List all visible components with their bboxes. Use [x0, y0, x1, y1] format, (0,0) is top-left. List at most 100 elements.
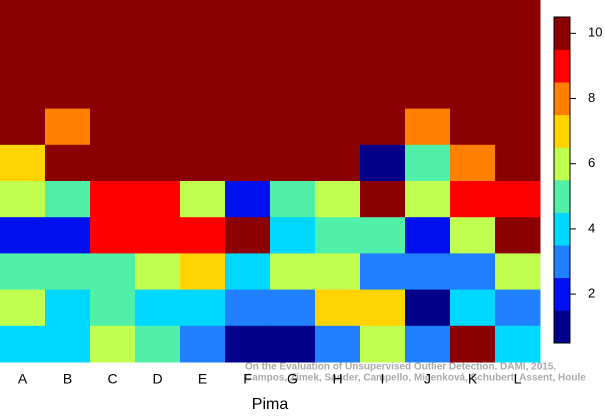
x-tick-label: D [152, 371, 162, 387]
heatmap-cell [405, 289, 451, 327]
heatmap-cell [405, 108, 451, 146]
heatmap-cell [270, 144, 316, 182]
colorbar-tick-label: 10 [588, 25, 602, 40]
heatmap-cell [360, 108, 406, 146]
colorbar-segment [554, 17, 570, 50]
heatmap-cell [90, 253, 136, 291]
heatmap-cell [90, 36, 136, 73]
heatmap-cell [495, 325, 541, 363]
heatmap-cell [0, 325, 46, 363]
x-tick-label: F [243, 371, 252, 387]
heatmap-cell [0, 72, 46, 110]
heatmap-cell [135, 325, 181, 363]
heatmap-cell [405, 253, 451, 291]
heatmap-cell [180, 217, 226, 254]
heatmap-cell [225, 72, 271, 110]
x-tick-label: L [514, 371, 522, 387]
heatmap-cell [135, 144, 181, 182]
heatmap-cell [45, 253, 91, 291]
heatmap-cell [450, 289, 496, 327]
heatmap-cell [315, 144, 361, 182]
heatmap-cell [360, 325, 406, 363]
x-tick-label: J [424, 371, 431, 387]
heatmap-cell [315, 181, 361, 218]
heatmap-cell [180, 0, 226, 37]
heatmap-cell [270, 0, 316, 37]
heatmap-cell [225, 217, 271, 254]
heatmap-cell [405, 36, 451, 73]
heatmap-cell [135, 0, 181, 37]
heatmap-cell [225, 0, 271, 37]
heatmap-cell [225, 325, 271, 363]
heatmap-cell [45, 181, 91, 218]
heatmap-cell [315, 253, 361, 291]
heatmap-cell [90, 72, 136, 110]
colorbar-tick-label: 8 [588, 90, 595, 105]
heatmap-cell [450, 72, 496, 110]
heatmap-cell [270, 253, 316, 291]
heatmap-cell [495, 289, 541, 327]
heatmap-cell [180, 253, 226, 291]
heatmap-cell [360, 36, 406, 73]
heatmap-cell [360, 0, 406, 37]
heatmap-cell [405, 181, 451, 218]
heatmap-cell [450, 325, 496, 363]
annotation: On the Evaluation of Unsupervised Outlie… [245, 362, 556, 373]
heatmap-cell [450, 144, 496, 182]
colorbar-segment [554, 114, 570, 148]
heatmap-cell [495, 72, 541, 110]
heatmap-cell [45, 72, 91, 110]
heatmap-cell [90, 181, 136, 218]
heatmap-cell [135, 181, 181, 218]
heatmap-cell [225, 253, 271, 291]
heatmap-cell [225, 36, 271, 73]
x-tick-label: C [107, 371, 117, 387]
annotation: Campos, Zimek, Sander, Campello, Micenko… [245, 373, 586, 384]
heatmap-cell [360, 289, 406, 327]
heatmap-cell [225, 181, 271, 218]
heatmap-cell [270, 36, 316, 73]
heatmap-cell [90, 289, 136, 327]
heatmap-cell [495, 217, 541, 254]
heatmap-cell [180, 181, 226, 218]
colorbar-segment [554, 212, 570, 246]
heatmap-cell [315, 325, 361, 363]
heatmap-cell [45, 289, 91, 327]
colorbar-segment [554, 49, 570, 83]
heatmap-cell [180, 36, 226, 73]
heatmap-cell [270, 72, 316, 110]
heatmap-cell [45, 217, 91, 254]
heatmap-cell [270, 108, 316, 146]
colorbar-frame [553, 16, 571, 344]
colorbar-segment [554, 82, 570, 116]
heatmap-cell [405, 0, 451, 37]
heatmap-cell [0, 181, 46, 218]
heatmap-cell [315, 217, 361, 254]
heatmap-cell [270, 325, 316, 363]
heatmap-cell [45, 0, 91, 37]
heatmap-cell [135, 108, 181, 146]
heatmap-cell [270, 289, 316, 327]
heatmap-cell [360, 181, 406, 218]
heatmap-cell [0, 289, 46, 327]
x-tick-label: H [332, 371, 342, 387]
heatmap-cell [360, 144, 406, 182]
heatmap-cell [495, 36, 541, 73]
colorbar-segment [554, 180, 570, 213]
heatmap-cell [270, 217, 316, 254]
heatmap-cell [405, 72, 451, 110]
heatmap-cell [495, 181, 541, 218]
x-tick-label: E [198, 371, 207, 387]
heatmap-cell [90, 0, 136, 37]
heatmap-cell [450, 0, 496, 37]
heatmap-cell [180, 289, 226, 327]
heatmap-cell [0, 0, 46, 37]
heatmap-cell [495, 144, 541, 182]
heatmap-cell [180, 325, 226, 363]
heatmap-cell [45, 108, 91, 146]
heatmap-cell [315, 108, 361, 146]
heatmap-cell [315, 72, 361, 110]
colorbar-tick-label: 2 [588, 286, 595, 301]
x-axis-label: Pima [252, 396, 289, 413]
heatmap-cell [450, 108, 496, 146]
